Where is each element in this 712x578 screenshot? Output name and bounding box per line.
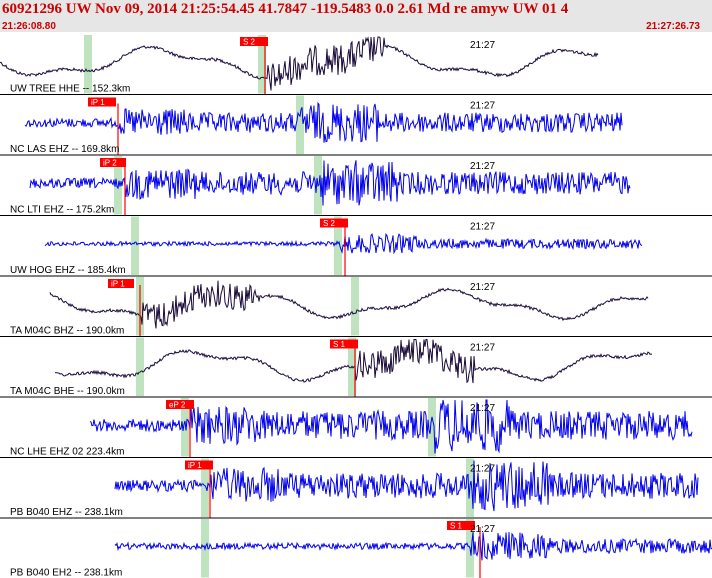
- time-tick-label: 21:27: [470, 343, 495, 354]
- station-label: UW TREE HHE -- 152.3km: [10, 84, 130, 95]
- station-label: TA M04C BHE -- 190.0km: [10, 386, 125, 397]
- s-window-marker: [428, 398, 436, 457]
- pick-label-box[interactable]: [240, 37, 268, 46]
- waveform-trace: [24, 101, 623, 143]
- pick-label-box[interactable]: [447, 521, 475, 530]
- waveform-trace: [114, 532, 712, 561]
- pick-label[interactable]: iP 1: [188, 461, 202, 470]
- station-label: PB B040 EHZ -- 238.1km: [10, 507, 123, 518]
- pick-label[interactable]: S 1: [333, 340, 346, 349]
- waveform-trace: [29, 160, 631, 206]
- s-window-marker: [334, 216, 342, 275]
- s-window-marker: [296, 95, 304, 154]
- waveform-trace: [54, 339, 653, 384]
- p-window-marker: [131, 216, 139, 275]
- station-label: TA M04C BHZ -- 190.0km: [10, 326, 124, 337]
- station-label: PB B040 EH2 -- 238.1km: [10, 568, 122, 578]
- pick-label[interactable]: S 1: [450, 522, 463, 531]
- s-window-marker: [351, 277, 359, 336]
- station-label: UW HOG EHZ -- 185.4km: [10, 265, 126, 276]
- s-window-marker: [258, 35, 266, 94]
- p-window-marker: [201, 458, 209, 517]
- pick-label-box[interactable]: [330, 339, 358, 349]
- pick-label-box[interactable]: [166, 400, 194, 409]
- pick-label[interactable]: iP 2: [103, 159, 117, 168]
- time-tick-label: 21:27: [470, 403, 495, 414]
- station-label: NC LHE EHZ 02 223.4km: [10, 447, 125, 458]
- time-tick-label: 21:27: [470, 464, 495, 475]
- time-tick-label: 21:27: [470, 524, 495, 535]
- waveform-trace: [44, 232, 643, 255]
- time-tick-label: 21:27: [470, 101, 495, 112]
- waveform-trace: [49, 280, 649, 329]
- end-time: 21:27:26.73: [646, 21, 700, 32]
- pick-label[interactable]: eP 2: [169, 401, 186, 410]
- start-time: 21:26:08.80: [2, 21, 56, 32]
- seismogram-panel[interactable]: S 2 21:27 UW TREE HHE -- 152.3km iP 1 21:27 N…: [0, 33, 712, 578]
- pick-label-box[interactable]: [108, 279, 134, 288]
- pick-label[interactable]: iP 1: [91, 98, 105, 107]
- header-bar: 60921296 UW Nov 09, 2014 21:25:54.45 41.…: [0, 0, 712, 32]
- pick-label[interactable]: iP 1: [111, 280, 125, 289]
- pick-label-box[interactable]: [100, 158, 126, 167]
- waveform-trace: [0, 36, 599, 91]
- time-tick-label: 21:27: [470, 161, 495, 172]
- pick-label[interactable]: S 2: [243, 38, 256, 47]
- pick-label[interactable]: S 2: [323, 219, 336, 228]
- p-window-marker: [181, 398, 189, 457]
- event-title: 60921296 UW Nov 09, 2014 21:25:54.45 41.…: [2, 1, 569, 17]
- waveform-trace: [114, 460, 699, 512]
- time-tick-label: 21:27: [470, 282, 495, 293]
- station-label: NC LTI EHZ -- 175.2km: [10, 205, 114, 216]
- time-tick-label: 21:27: [470, 40, 495, 51]
- p-window-marker: [84, 35, 92, 94]
- pick-label-box[interactable]: [185, 460, 213, 470]
- pick-label-box[interactable]: [320, 218, 348, 228]
- station-label: NC LAS EHZ -- 169.8km: [10, 144, 119, 155]
- time-tick-label: 21:27: [470, 222, 495, 233]
- p-window-marker: [136, 337, 144, 396]
- pick-label-box[interactable]: [88, 97, 116, 107]
